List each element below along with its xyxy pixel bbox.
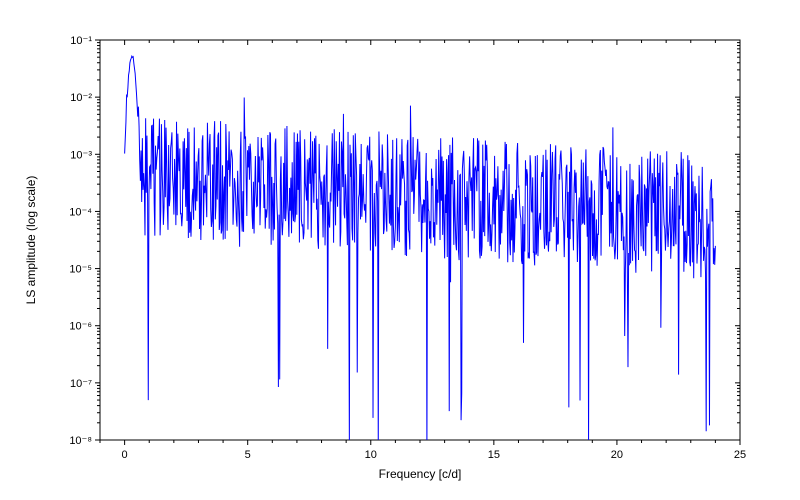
y-tick-label: 10⁻⁵ xyxy=(69,264,92,276)
y-tick-label: 10⁻⁷ xyxy=(70,378,92,390)
y-tick-label: 10⁻⁸ xyxy=(69,435,92,447)
x-tick-label: 15 xyxy=(488,449,500,461)
y-tick-label: 10⁻³ xyxy=(70,149,92,161)
y-tick-label: 10⁻¹ xyxy=(70,35,92,47)
y-tick-label: 10⁻⁴ xyxy=(69,206,92,218)
x-tick-label: 20 xyxy=(611,449,623,461)
periodogram-chart: 0 5 10 15 20 25 10⁻⁸ 10⁻⁷ 10⁻⁶ 10⁻⁵ 10⁻⁴ 10⁻³ 10⁻² 10… xyxy=(0,0,800,500)
y-tick-label: 10⁻⁶ xyxy=(69,321,92,333)
chart-svg: 0 5 10 15 20 25 10⁻⁸ 10⁻⁷ 10⁻⁶ 10⁻⁵ 10⁻⁴ 10⁻³ 10⁻² 10… xyxy=(0,0,800,500)
x-tick-label: 10 xyxy=(365,449,377,461)
x-axis-label: Frequency [c/d] xyxy=(379,467,462,481)
x-tick-label: 0 xyxy=(122,449,128,461)
x-tick-label: 25 xyxy=(734,449,746,461)
y-tick-label: 10⁻² xyxy=(70,92,92,104)
periodogram-line xyxy=(125,56,716,455)
x-tick-label: 5 xyxy=(245,449,251,461)
y-axis-label: LS amplitude (log scale) xyxy=(24,176,38,305)
